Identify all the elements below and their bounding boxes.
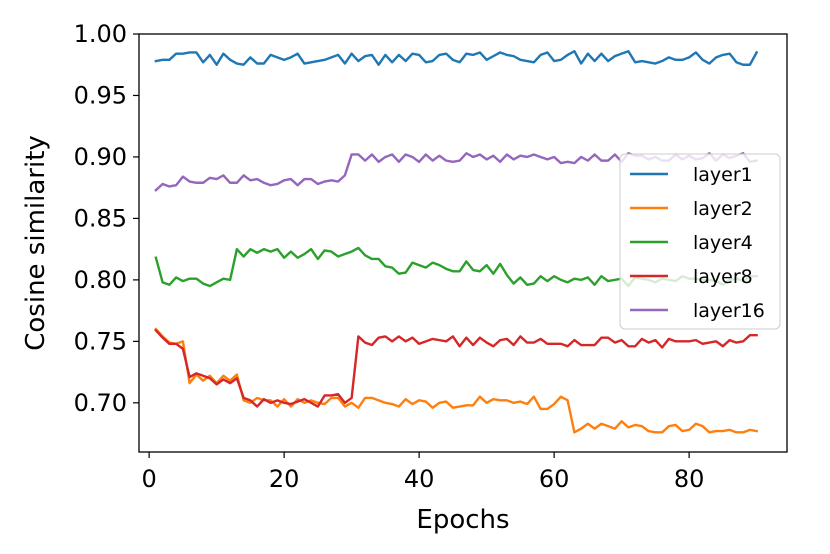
legend-label-layer1: layer1	[693, 164, 753, 186]
y-tick-label: 1.00	[74, 20, 127, 48]
series-line-layer1	[154, 50, 759, 66]
series-layer	[154, 50, 759, 434]
x-tick-label: 80	[674, 465, 705, 493]
x-axis-title: Epochs	[416, 505, 509, 535]
y-axis: 0.70 0.75 0.80 0.85 0.90 0.95 1.00	[74, 20, 139, 417]
series-line-layer2	[154, 327, 759, 434]
y-tick-label: 0.85	[74, 204, 127, 232]
x-tick-label: 40	[404, 465, 435, 493]
x-tick-label: 20	[269, 465, 300, 493]
legend-label-layer4: layer4	[693, 232, 753, 254]
y-tick-label: 0.70	[74, 389, 127, 417]
y-tick-label: 0.80	[74, 266, 127, 294]
x-tick-label: 60	[539, 465, 570, 493]
y-tick-label: 0.75	[74, 327, 127, 355]
y-tick-label: 0.95	[74, 81, 127, 109]
legend-box	[619, 153, 781, 330]
series-line-layer8	[154, 328, 758, 408]
legend-label-layer16: layer16	[693, 300, 765, 322]
y-tick-label: 0.90	[74, 143, 127, 171]
x-axis: 0 20 40 60 80	[141, 452, 704, 493]
x-tick-label: 0	[141, 465, 156, 493]
legend-label-layer8: layer8	[693, 266, 753, 288]
legend-entries: layer1 layer2 layer4 layer8 layer16	[630, 164, 765, 322]
legend-label-layer2: layer2	[693, 198, 753, 220]
plot-frame	[138, 33, 788, 453]
legend: layer1 layer2 layer4 layer8 layer16	[619, 153, 781, 330]
y-axis-title: Cosine similarity	[21, 135, 51, 351]
